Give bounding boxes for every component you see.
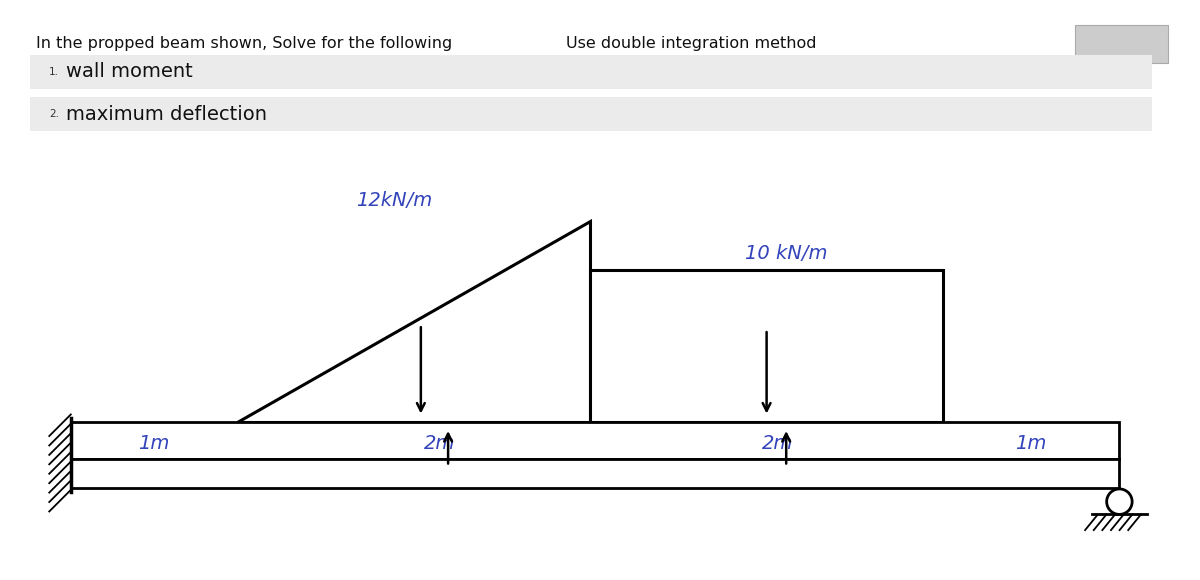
Text: In the propped beam shown, Solve for the following: In the propped beam shown, Solve for the… (36, 35, 452, 50)
Bar (30, 55, 1152, 89)
Text: 1m: 1m (138, 434, 169, 453)
Bar (71, 459, 1120, 488)
Bar (590, 270, 943, 422)
Text: 2.: 2. (49, 109, 59, 119)
Bar (71, 422, 1120, 459)
Text: wall moment: wall moment (66, 63, 193, 81)
Text: 1m: 1m (1015, 434, 1046, 453)
Polygon shape (238, 222, 590, 422)
Text: 1.: 1. (49, 67, 59, 77)
Bar (1075, 26, 1169, 63)
Text: 12kN/m: 12kN/m (356, 191, 432, 209)
Text: 2m: 2m (424, 434, 455, 453)
Text: maximum deflection: maximum deflection (66, 104, 266, 124)
Text: 2m: 2m (762, 434, 793, 453)
Bar (30, 97, 1152, 131)
Text: 10 kN/m: 10 kN/m (745, 244, 828, 263)
Text: Use double integration method: Use double integration method (565, 35, 816, 50)
